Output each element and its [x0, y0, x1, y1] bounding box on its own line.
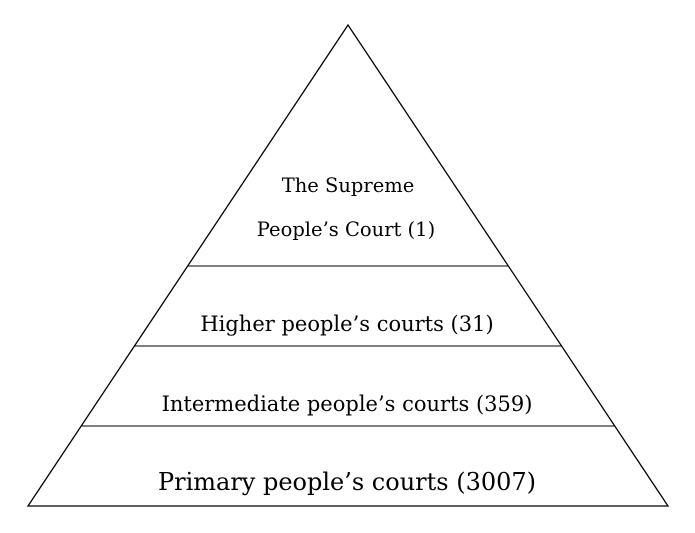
intermediate-courts-label: Intermediate people’s courts (359) [162, 392, 533, 416]
supreme-court-label-line-1: The Supreme [282, 174, 415, 197]
primary-courts-label: Primary people’s courts (3007) [158, 468, 536, 496]
higher-courts-label: Higher people’s courts (31) [200, 312, 493, 336]
supreme-court-label-line-2: People’s Court (1) [257, 218, 435, 241]
